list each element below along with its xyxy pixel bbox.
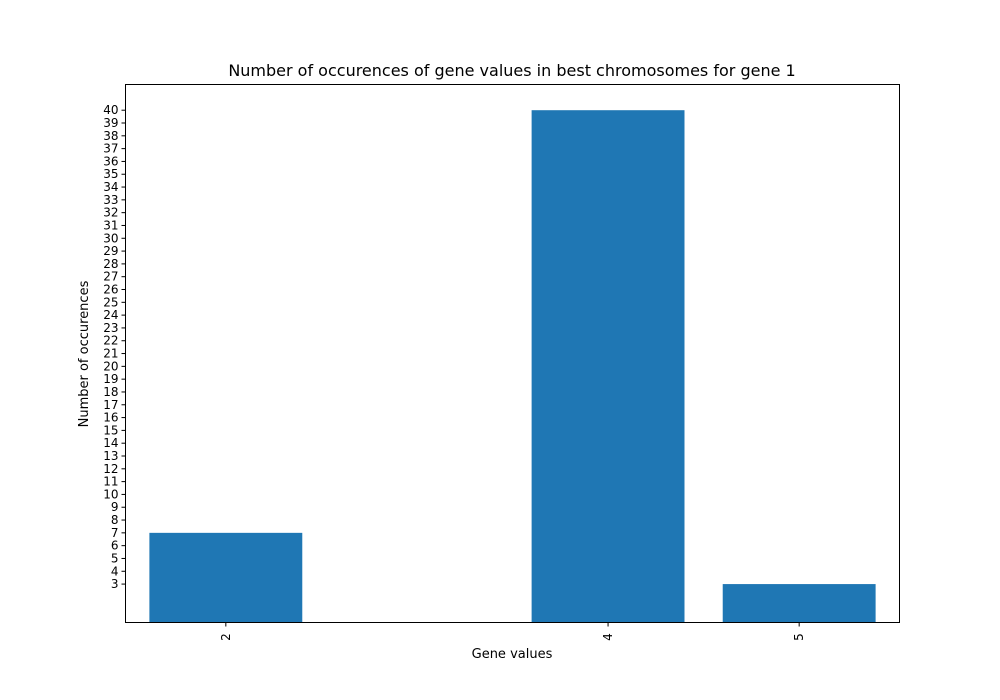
x-axis-label: Gene values xyxy=(472,647,553,662)
y-tick-label-25: 25 xyxy=(103,295,118,309)
x-ticks-group: 2 4 5 xyxy=(219,622,806,641)
y-tick-label-29: 29 xyxy=(103,244,118,258)
y-tick-label-32: 32 xyxy=(103,206,118,220)
y-ticks-group: 3456789101112131415161718192021222324252… xyxy=(103,103,126,591)
chart-title: Number of occurences of gene values in b… xyxy=(228,61,795,80)
y-tick-label-9: 9 xyxy=(111,500,119,514)
bars-group xyxy=(149,110,876,623)
y-tick-label-31: 31 xyxy=(103,218,118,232)
y-tick-label-17: 17 xyxy=(103,398,118,412)
y-tick-label-39: 39 xyxy=(103,116,118,130)
y-tick-label-37: 37 xyxy=(103,142,118,156)
y-tick-label-28: 28 xyxy=(103,257,118,271)
y-tick-label-20: 20 xyxy=(103,359,118,373)
x-tick-label-5: 5 xyxy=(792,633,806,641)
y-tick-label-8: 8 xyxy=(111,513,119,527)
y-tick-label-7: 7 xyxy=(111,526,119,540)
y-tick-label-13: 13 xyxy=(103,449,118,463)
y-tick-label-33: 33 xyxy=(103,193,118,207)
bar-4 xyxy=(531,110,685,623)
x-tick-label-4: 4 xyxy=(601,633,615,641)
y-tick-label-15: 15 xyxy=(103,423,118,437)
y-tick-label-5: 5 xyxy=(111,551,119,565)
y-axis-label: Number of occurences xyxy=(77,280,92,427)
y-tick-label-4: 4 xyxy=(111,564,119,578)
y-tick-label-22: 22 xyxy=(103,334,118,348)
y-tick-label-35: 35 xyxy=(103,167,118,181)
y-tick-label-19: 19 xyxy=(103,372,118,386)
y-tick-label-34: 34 xyxy=(103,180,118,194)
y-tick-label-10: 10 xyxy=(103,487,118,501)
bar-2 xyxy=(149,532,303,623)
y-tick-label-16: 16 xyxy=(103,411,118,425)
y-tick-label-36: 36 xyxy=(103,154,118,168)
y-tick-label-6: 6 xyxy=(111,539,119,553)
y-tick-label-24: 24 xyxy=(103,308,118,322)
x-tick-label-2: 2 xyxy=(219,633,233,641)
plot-frame xyxy=(125,84,900,623)
y-tick-label-26: 26 xyxy=(103,283,118,297)
y-tick-label-21: 21 xyxy=(103,347,118,361)
y-tick-label-14: 14 xyxy=(103,436,118,450)
y-tick-label-40: 40 xyxy=(103,103,118,117)
y-tick-label-38: 38 xyxy=(103,129,118,143)
y-tick-label-30: 30 xyxy=(103,231,118,245)
bar-5 xyxy=(722,584,876,623)
y-tick-label-11: 11 xyxy=(103,475,118,489)
y-tick-label-3: 3 xyxy=(111,577,119,591)
y-tick-label-18: 18 xyxy=(103,385,118,399)
y-tick-label-12: 12 xyxy=(103,462,118,476)
y-tick-label-23: 23 xyxy=(103,321,118,335)
y-tick-label-27: 27 xyxy=(103,270,118,284)
